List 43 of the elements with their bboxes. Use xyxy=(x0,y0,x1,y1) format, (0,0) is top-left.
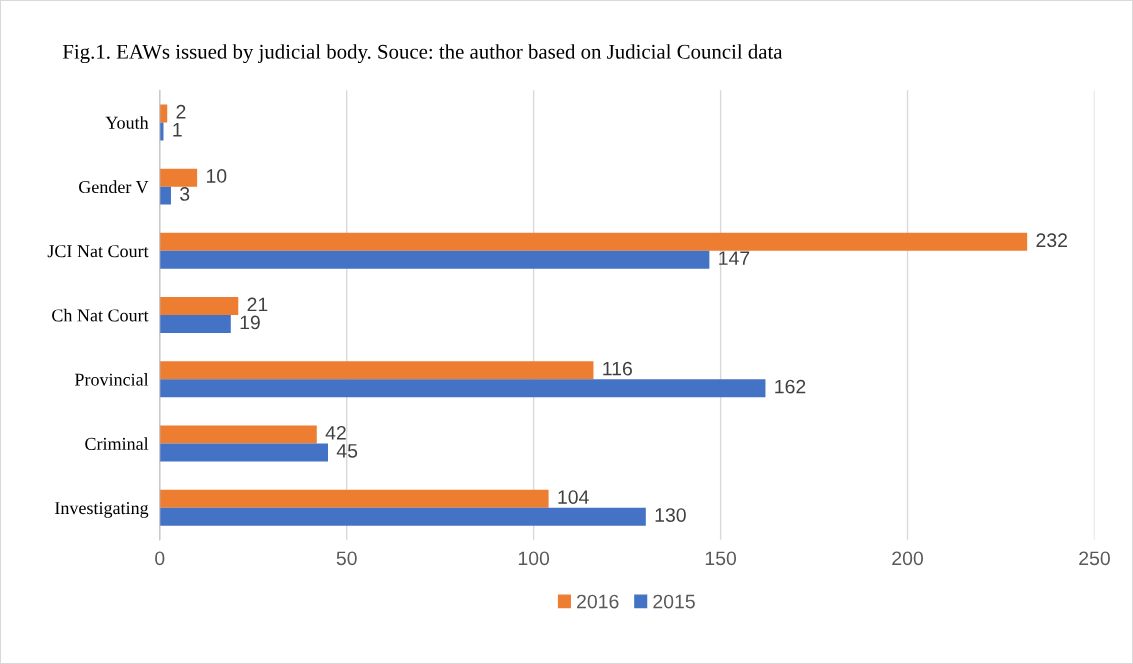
data-label: 104 xyxy=(558,490,589,504)
bar xyxy=(159,361,594,380)
bar xyxy=(159,186,171,205)
y-tick-label: Investigating xyxy=(55,502,149,518)
x-tick-label: 0 xyxy=(155,551,165,566)
y-tick-label: Gender V xyxy=(79,180,149,194)
bar xyxy=(159,104,168,123)
y-tick-label: Ch Nat Court xyxy=(52,308,149,322)
legend-label: 2015 xyxy=(653,594,695,609)
bar xyxy=(159,443,328,462)
data-label: 232 xyxy=(1036,233,1067,248)
bar xyxy=(159,232,1028,251)
y-tick-label: Provincial xyxy=(74,373,149,386)
bar xyxy=(159,379,766,398)
data-label: 21 xyxy=(247,297,268,312)
bar xyxy=(159,297,239,316)
data-label: 1 xyxy=(173,123,182,137)
x-tick-label: 50 xyxy=(336,551,357,566)
data-label: 3 xyxy=(180,187,190,201)
data-label: 19 xyxy=(240,315,260,330)
bar xyxy=(159,489,549,508)
y-tick-label: JCI Nat Court xyxy=(47,245,149,258)
bar xyxy=(159,168,198,187)
x-tick-label: 200 xyxy=(892,551,923,566)
data-label: 130 xyxy=(655,508,686,522)
data-label: 42 xyxy=(325,425,346,440)
x-tick-label: 100 xyxy=(518,551,550,566)
y-tick-label: Youth xyxy=(105,116,149,129)
bar xyxy=(159,507,646,526)
legend-label: 2016 xyxy=(577,594,619,609)
data-label: 10 xyxy=(206,169,227,183)
bar xyxy=(159,315,231,334)
bar xyxy=(159,425,317,444)
x-tick-label: 250 xyxy=(1079,551,1110,566)
y-tick-label: Criminal xyxy=(85,437,149,450)
data-label: 162 xyxy=(775,379,806,394)
chart-title: Fig.1. EAWs issued by judicial body. Souce: the author based on Judicial Council data xyxy=(62,44,783,64)
x-tick-label: 150 xyxy=(705,551,737,566)
data-label: 45 xyxy=(336,444,358,458)
bar xyxy=(159,250,710,269)
data-label: 147 xyxy=(719,251,750,265)
data-label: 2 xyxy=(176,104,186,119)
data-label: 116 xyxy=(603,361,632,376)
